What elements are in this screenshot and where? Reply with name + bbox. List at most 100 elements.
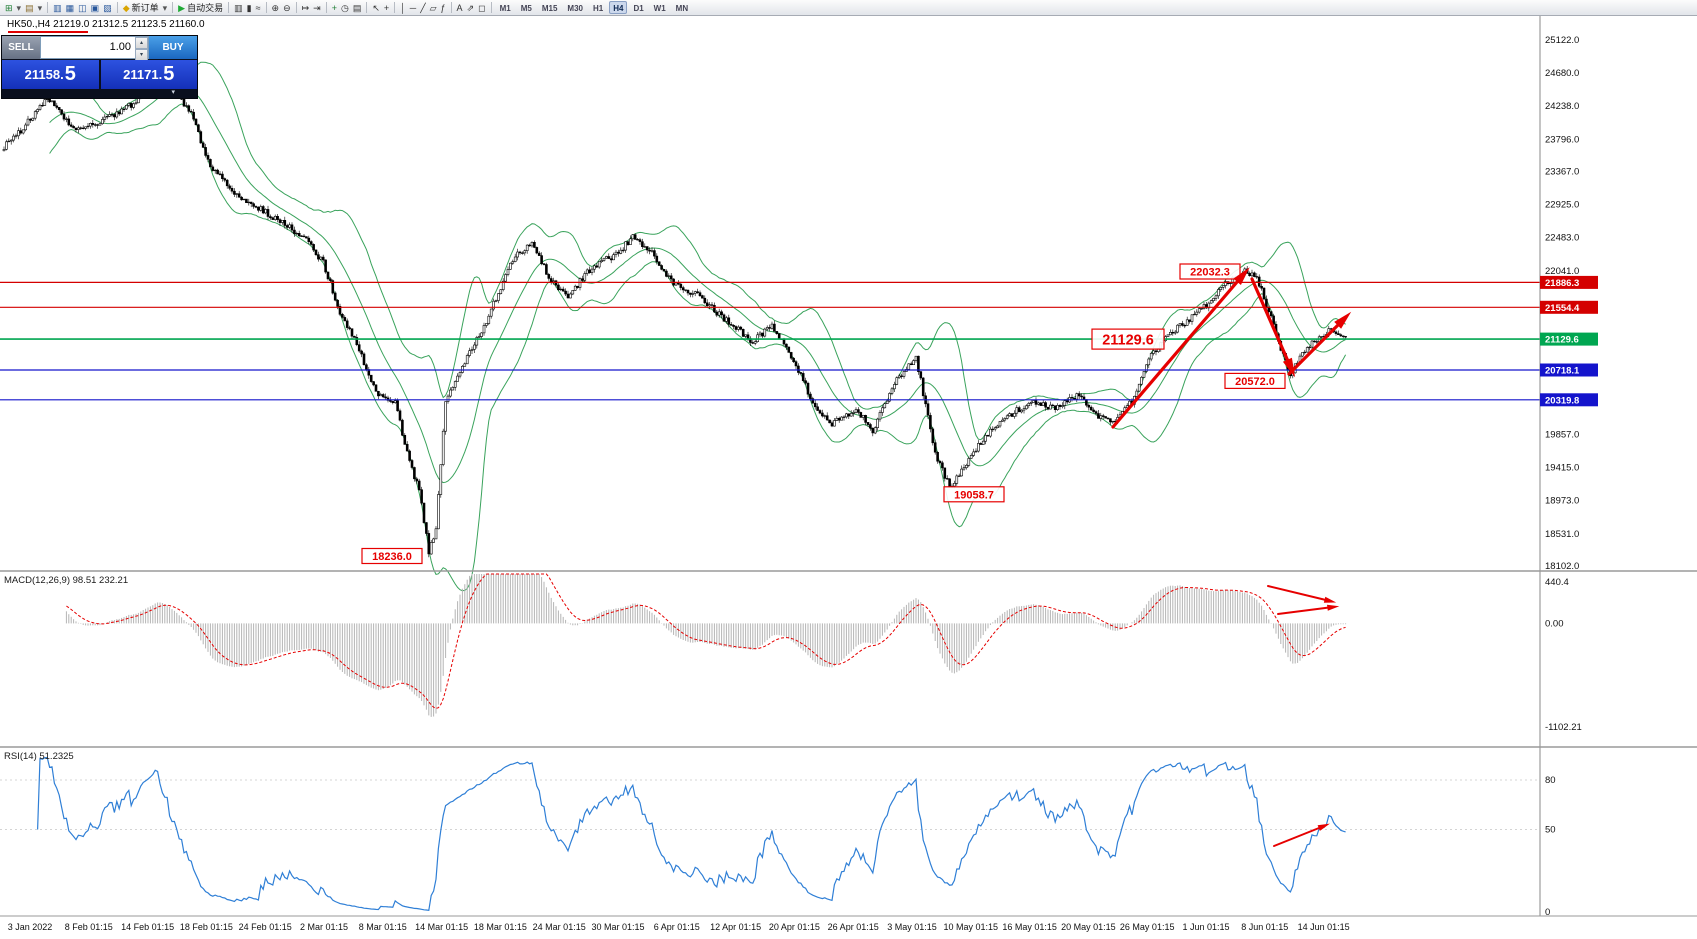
trend-arrow-head [1334, 311, 1352, 329]
data-window-button[interactable]: ▦ [64, 1, 77, 15]
svg-text:23367.0: 23367.0 [1545, 167, 1579, 178]
candles [2, 72, 1347, 558]
horizontal-line-button[interactable]: ─ [408, 1, 418, 15]
volume-stepper[interactable]: 1.00 ▴ ▾ [40, 36, 149, 61]
annotation-box [1224, 372, 1286, 389]
navigator-button[interactable]: ◫ [76, 1, 89, 15]
indicators-button[interactable]: + [330, 1, 339, 15]
timeframe-mn-button[interactable]: MN [675, 4, 689, 13]
price-tag-20319.8 [1540, 393, 1598, 407]
profiles-menu-button[interactable]: ▾ [36, 1, 45, 15]
terminal-button[interactable]: ▣ [89, 1, 102, 15]
sell-button[interactable]: SELL [2, 36, 40, 59]
annotation-text: 18236.0 [372, 551, 412, 563]
svg-text:24680.0: 24680.0 [1545, 68, 1579, 79]
timeframe-d1-button[interactable]: D1 [633, 4, 644, 13]
svg-text:21886.3: 21886.3 [1545, 278, 1579, 289]
timeframe-m1-button[interactable]: M1 [499, 4, 511, 13]
cursor-button[interactable]: ↖ [370, 1, 382, 15]
crosshair-button[interactable]: + [382, 1, 391, 15]
autotrading-button[interactable]: ▶ 自动交易 [176, 1, 225, 15]
new-chart-menu-button[interactable]: ▾ [15, 1, 24, 15]
templates-button[interactable]: ▤ [351, 1, 364, 15]
date-label: 24 Mar 01:15 [533, 922, 586, 932]
svg-text:440.4: 440.4 [1545, 577, 1569, 588]
annotation-text: 22032.3 [1190, 267, 1230, 279]
periods-button[interactable]: ◷ [339, 1, 351, 15]
shapes-button[interactable]: ◻ [476, 1, 487, 15]
text-tool-icon: A [456, 2, 463, 13]
ask-price[interactable]: 21171. 5 [100, 60, 197, 89]
time-axis[interactable]: 3 Jan 2022 8 Feb 01:15 14 Feb 01:15 18 Feb … [8, 922, 1350, 932]
timeframe-w1-button[interactable]: W1 [653, 4, 666, 13]
auto-scroll-button[interactable]: ↦ [300, 1, 312, 15]
date-label: 30 Mar 01:15 [591, 922, 644, 932]
svg-text:19415.0: 19415.0 [1545, 463, 1579, 474]
autotrading-button-label: 自动交易 [187, 3, 224, 13]
timeframe-m5-button[interactable]: M5 [520, 4, 532, 13]
indicators-icon: + [331, 2, 337, 13]
svg-text:24238.0: 24238.0 [1545, 101, 1579, 112]
panel-collapse-icon[interactable]: ▾ [171, 89, 175, 96]
timeframe-m15-button[interactable]: M15 [541, 4, 558, 13]
channel-button[interactable]: ▱ [428, 1, 439, 15]
date-label: 18 Feb 01:15 [180, 922, 233, 932]
svg-text:25122.0: 25122.0 [1545, 35, 1579, 46]
chart-shift-button[interactable]: ⇥ [311, 1, 323, 15]
zoom-out-button[interactable]: ⊖ [281, 1, 293, 15]
price-tag-21886.3 [1540, 275, 1598, 289]
chart-shift-icon: ⇥ [313, 2, 321, 13]
profiles-button[interactable]: ▤ [23, 1, 36, 15]
date-label: 10 May 01:15 [944, 922, 999, 932]
new-order-icon: ◆ [122, 2, 130, 13]
trend-arrow [1287, 317, 1346, 376]
shapes-icon: ◻ [478, 2, 486, 13]
arrows-tool-button[interactable]: ⇗ [465, 1, 477, 15]
trend-arrow [1277, 606, 1334, 615]
timeframe-h4-button[interactable]: H4 [609, 1, 628, 14]
new-chart-button[interactable]: ⊞ [3, 1, 15, 15]
bid-price-fraction: 5 [64, 63, 76, 85]
price-tag-21129.6 [1540, 332, 1598, 346]
toolbar-separator [394, 2, 396, 13]
date-label: 6 Apr 01:15 [654, 922, 700, 932]
toolbar-separator [265, 2, 267, 13]
rsi-line [37, 756, 1346, 911]
timeframe-h1-button[interactable]: H1 [592, 4, 604, 13]
vertical-line-button[interactable]: │ [398, 1, 408, 15]
macd-signal-line [66, 573, 1346, 709]
text-tool-button[interactable]: A [455, 1, 465, 15]
toolbar-separator [325, 2, 327, 13]
new-order-button[interactable]: ◆ 新订单 [121, 1, 161, 15]
volume-up-icon[interactable]: ▴ [135, 37, 148, 49]
market-watch-button[interactable]: ▥ [51, 1, 64, 15]
toolbar-separator [490, 2, 492, 13]
price-tag-20718.1 [1540, 363, 1598, 377]
data-window-icon: ▦ [65, 2, 75, 13]
strategy-tester-button[interactable]: ▧ [101, 1, 114, 15]
red-underline-annotation [8, 31, 88, 33]
bar-chart-button[interactable]: ▥ [232, 1, 245, 15]
fibonacci-icon: ƒ [440, 2, 446, 13]
trendline-button[interactable]: ╱ [418, 1, 427, 15]
volume-value[interactable]: 1.00 [109, 41, 131, 53]
buy-button[interactable]: BUY [149, 36, 197, 59]
price-chart[interactable]: 22032.321129.620572.019058.718236.025122… [0, 16, 1697, 939]
line-chart-button[interactable]: ≈ [254, 1, 263, 15]
date-label: 8 Jun 01:15 [1241, 922, 1288, 932]
date-label: 12 Apr 01:15 [710, 922, 761, 932]
new-order-menu-button[interactable]: ▾ [161, 1, 170, 15]
timeframe-m30-button[interactable]: M30 [567, 4, 583, 13]
zoom-in-button[interactable]: ⊕ [270, 1, 282, 15]
toolbar-separator [47, 2, 49, 13]
annotation-box [943, 486, 1005, 503]
date-label: 26 Apr 01:15 [828, 922, 879, 932]
fibonacci-button[interactable]: ƒ [439, 1, 448, 15]
candlestick-button[interactable]: ▮ [245, 1, 254, 15]
horizontal-price-lines[interactable] [0, 281, 1540, 401]
candlestick-icon: ▮ [246, 2, 252, 13]
main-toolbar: ⊞ ▾ ▤ ▾ ▥ ▦ ◫ ▣ ▧ ◆ 新订单 ▾ ▶ 自动交易 ▥ ▮ ≈ ⊕ ⊖ ↦ ⇥ + ◷ ▤ ↖ + │ ─ ╱ ▱ ƒ A ⇗ ◻ M… [0, 0, 1697, 16]
bid-price[interactable]: 21158. 5 [2, 60, 99, 89]
price-axis[interactable]: 25122.0 24680.0 24238.0 23796.0 23367.0 22925… [0, 16, 1697, 939]
date-label: 14 Mar 01:15 [415, 922, 468, 932]
